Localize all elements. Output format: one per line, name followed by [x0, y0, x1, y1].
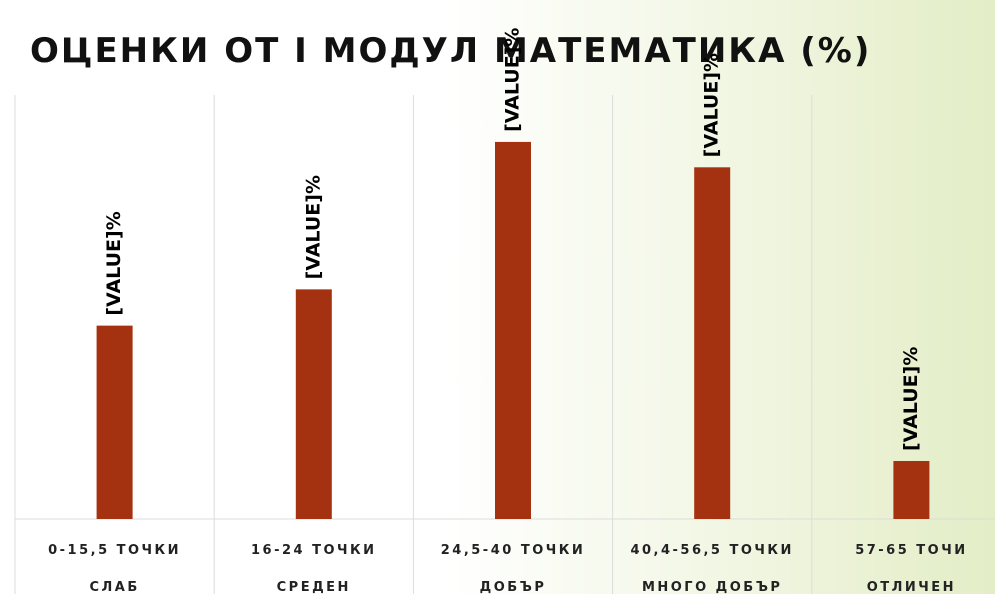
x-tick-label: 16-24 ТОЧКИ [251, 543, 377, 558]
bar [694, 167, 731, 519]
x-tick-label: 24,5-40 ТОЧКИ [441, 543, 586, 558]
x-tick-label: 57-65 ТОЧИ [855, 543, 967, 558]
x-tick-label: ОТЛИЧЕН [867, 580, 956, 594]
x-tick-label: СРЕДЕН [277, 580, 351, 594]
data-label: [VALUE]% [900, 347, 922, 451]
bar [295, 289, 332, 519]
x-tick-label: 40,4-56,5 ТОЧКИ [630, 543, 794, 558]
data-label: [VALUE]% [302, 175, 324, 279]
x-tick-label: МНОГО ДОБЪР [642, 580, 783, 594]
bar [495, 141, 531, 519]
data-label: [VALUE]% [502, 28, 524, 132]
chart-title: ОЦЕНКИ ОТ I МОДУЛ МАТЕМАТИКА (%) [30, 31, 871, 71]
bar [893, 460, 930, 519]
data-label: [VALUE]% [103, 211, 125, 315]
bar [96, 325, 133, 519]
x-tick-label: СЛАБ [89, 580, 139, 594]
data-label: [VALUE]% [701, 53, 723, 157]
x-tick-label: ДОБЪР [480, 580, 547, 594]
x-tick-label: 0-15,5 ТОЧКИ [48, 543, 181, 558]
